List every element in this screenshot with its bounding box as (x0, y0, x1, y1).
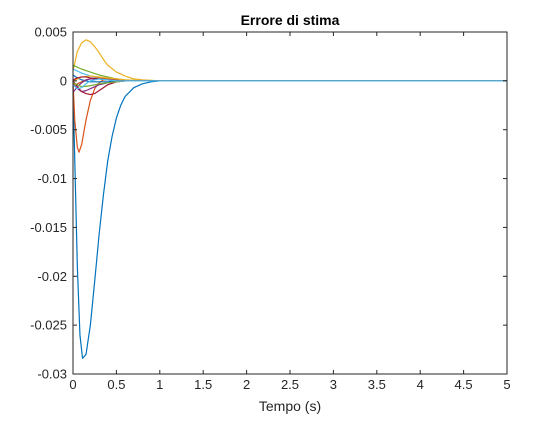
axes-background (73, 32, 507, 374)
y-tick-label: -0.005 (30, 122, 67, 137)
y-tick-label: -0.01 (37, 171, 67, 186)
x-tick-label: 0 (69, 377, 76, 392)
x-tick-label: 3 (330, 377, 337, 392)
x-tick-label: 2.5 (281, 377, 299, 392)
x-axis-label: Tempo (s) (259, 398, 321, 414)
y-tick-label: -0.03 (37, 367, 67, 382)
x-tick-label: 0.5 (107, 377, 125, 392)
y-tick-label: -0.025 (30, 318, 67, 333)
x-tick-label: 3.5 (368, 377, 386, 392)
x-axis: 0 0.5 1 1.5 2 2.5 3 3.5 4 4.5 5 (69, 32, 511, 392)
y-tick-label: -0.015 (30, 220, 67, 235)
x-tick-label: 1.5 (194, 377, 212, 392)
y-axis: -0.03 -0.025 -0.02 -0.015 -0.01 -0.005 0 0.005 (30, 25, 507, 382)
chart-title: Errore di stima (241, 12, 340, 28)
series-layer (72, 39, 507, 359)
x-tick-label: 4.5 (455, 377, 473, 392)
x-tick-label: 5 (503, 377, 510, 392)
y-tick-label: 0 (60, 73, 67, 88)
y-tick-label: -0.02 (37, 269, 67, 284)
y-tick-label: 0.005 (34, 25, 67, 40)
x-tick-label: 4 (417, 377, 424, 392)
x-tick-label: 2 (243, 377, 250, 392)
x-tick-label: 1 (156, 377, 163, 392)
series-line-14[interactable] (72, 78, 507, 90)
